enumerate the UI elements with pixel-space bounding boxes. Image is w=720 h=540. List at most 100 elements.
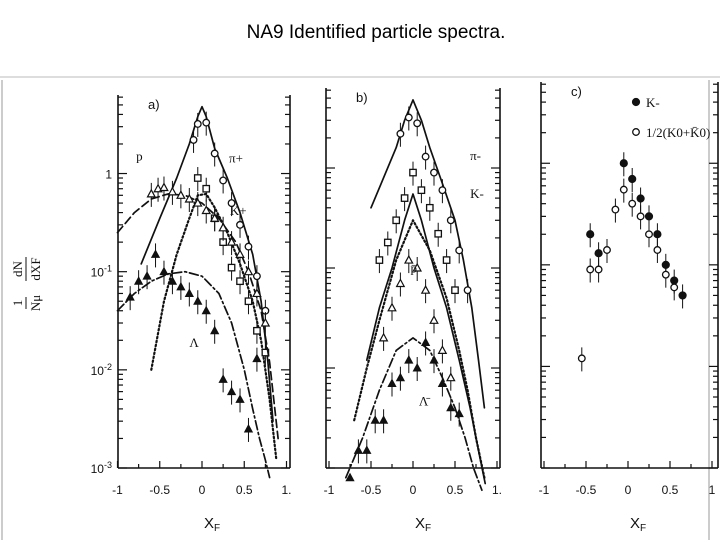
data-point <box>378 332 389 342</box>
panel-2: -1 -0.5 0 0.5 1. b) XF π- K-p̄ Λ̄ <box>324 88 502 534</box>
x-tick-label: 0.5 <box>236 483 253 497</box>
data-point <box>451 286 459 295</box>
data-point <box>434 229 443 238</box>
legend-label: K- <box>646 95 660 110</box>
data-point <box>661 270 670 279</box>
data-point <box>193 174 202 182</box>
data-point <box>586 265 595 274</box>
data-point <box>184 288 194 297</box>
curve-label: p̄ <box>410 261 417 276</box>
data-point <box>586 230 595 239</box>
series-1-4: Λ <box>116 243 271 479</box>
curve-label: π+ <box>229 150 243 165</box>
data-point <box>636 212 645 221</box>
page-title: NA9 Identified particle spectra. <box>246 22 506 43</box>
data-point <box>252 288 262 298</box>
data-point <box>235 394 245 403</box>
data-point <box>253 326 261 335</box>
x-tick-label: -1 <box>112 483 123 497</box>
data-point <box>396 129 405 138</box>
data-point <box>236 220 244 229</box>
data-point <box>413 119 422 128</box>
data-point <box>438 186 447 195</box>
data-point <box>176 190 186 199</box>
data-point <box>142 271 152 280</box>
series-2-4: Λ̄ <box>344 331 483 492</box>
data-point <box>455 246 464 255</box>
x-tick-label: 1. <box>492 483 502 497</box>
data-point <box>446 216 455 225</box>
data-point <box>645 230 653 239</box>
curve-label: p <box>136 149 143 164</box>
data-point <box>429 355 439 364</box>
data-point <box>146 188 157 198</box>
data-point <box>133 276 144 285</box>
x-axis-label: XF <box>204 515 220 534</box>
data-point <box>252 272 261 281</box>
x-tick-label: 0.5 <box>447 483 464 497</box>
data-point <box>345 472 355 482</box>
data-point <box>252 353 262 363</box>
x-axis-label: XF <box>630 515 646 534</box>
data-point <box>387 302 397 312</box>
data-point <box>210 149 219 158</box>
data-point <box>412 262 423 272</box>
data-point <box>218 222 228 232</box>
data-point <box>383 238 392 247</box>
data-point <box>611 205 620 214</box>
data-point <box>594 265 603 274</box>
data-point <box>235 249 245 258</box>
series-1-1: π+ <box>140 105 274 423</box>
x-tick-label: 0 <box>199 483 206 497</box>
data-point <box>167 276 178 285</box>
panel-label: c) <box>571 84 582 99</box>
data-point <box>260 317 271 327</box>
data-point <box>159 182 169 192</box>
x-tick-label: 0 <box>625 483 632 497</box>
data-point <box>421 152 430 161</box>
y-label-part: dXF <box>28 257 43 280</box>
data-point <box>420 337 431 346</box>
data-point <box>446 402 456 412</box>
data-point <box>412 362 422 372</box>
data-point <box>678 291 687 300</box>
y-axis-label: 1 Nμ dN dXF <box>10 257 43 311</box>
x-tick-label: 1 <box>709 483 716 497</box>
data-point <box>628 174 637 184</box>
y-tick-label: 10-1 <box>91 264 112 280</box>
model-curve <box>370 99 486 409</box>
data-point <box>159 266 169 276</box>
data-point <box>201 305 211 315</box>
x-tick-label: 0 <box>410 483 417 497</box>
curve-label: Λ̄ <box>419 394 430 409</box>
y-tick-label: 10-3 <box>91 460 112 476</box>
data-point <box>226 236 237 246</box>
x-tick-label: -1 <box>324 483 335 497</box>
data-point <box>201 205 212 215</box>
data-point <box>189 135 198 144</box>
series-2-1: π- <box>370 99 486 409</box>
data-point <box>370 415 380 424</box>
data-point <box>417 186 426 195</box>
data-point <box>387 378 397 387</box>
data-point <box>670 283 679 292</box>
x-tick-label: -0.5 <box>149 483 170 497</box>
series-1-3: p <box>116 149 279 440</box>
data-point <box>192 197 203 207</box>
data-point <box>425 203 434 212</box>
data-point <box>193 119 202 128</box>
model-curve <box>365 193 487 485</box>
legend: K- 1/2(K0+K̄0) <box>631 95 710 140</box>
data-point <box>400 194 409 202</box>
curve-label: K- <box>470 186 484 201</box>
data-point <box>227 199 236 208</box>
data-point <box>454 408 464 418</box>
data-point <box>420 284 431 294</box>
data-point <box>167 186 178 196</box>
data-point <box>184 193 195 203</box>
data-point <box>442 256 451 264</box>
data-point <box>636 194 645 203</box>
x-tick-label: 1. <box>281 483 291 497</box>
